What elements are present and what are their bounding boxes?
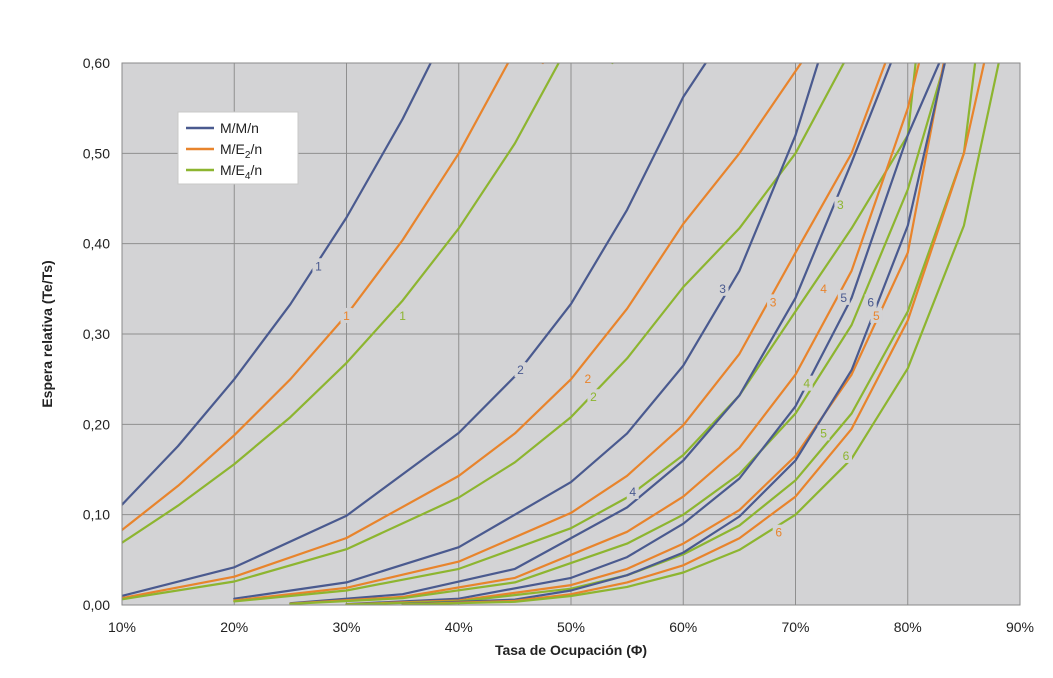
x-tick-label: 10%	[108, 619, 136, 635]
curve-label-bg	[837, 289, 850, 305]
curve-label: 4	[820, 282, 827, 296]
series-line-m-m-n-n6	[401, 63, 946, 605]
legend-label-main: M/M/n	[220, 120, 259, 136]
curve-label-bg	[817, 280, 830, 296]
legend: M/M/nM/E2/nM/E4/n	[177, 111, 299, 185]
series-line-m-e4-n-n4	[289, 63, 946, 605]
curve-label-bg	[626, 484, 639, 500]
y-tick-label: 0,40	[83, 236, 110, 252]
x-tick-label: 80%	[894, 619, 922, 635]
curve-label: 5	[840, 291, 847, 305]
series-line-m-e4-n-n6	[401, 63, 1000, 605]
curve-label: 1	[399, 309, 406, 323]
y-tick-labels: 0,00 0,10 0,20 0,30 0,40 0,50 0,60	[83, 55, 110, 613]
x-tick-label: 60%	[669, 619, 697, 635]
x-tick-label: 30%	[332, 619, 360, 635]
x-tick-labels: 10% 20% 30% 40% 50% 60% 70% 80% 90%	[108, 619, 1034, 635]
curve-label: 2	[584, 372, 591, 386]
curve-label-bg	[800, 375, 813, 391]
series-line-m-m-n-n1	[122, 63, 432, 506]
legend-label-sub: 4	[245, 171, 251, 182]
x-tick-label: 90%	[1006, 619, 1034, 635]
series-line-m-m-n-n3	[233, 63, 820, 600]
curve-label-bg	[581, 371, 594, 387]
curve-label-bg	[870, 307, 883, 323]
y-tick-label: 0,30	[83, 326, 110, 342]
curve-label-bg	[396, 307, 409, 323]
curve-label: 4	[803, 377, 810, 391]
curve-label: 6	[843, 449, 850, 463]
curve-label: 6	[775, 526, 782, 540]
curve-label: 2	[517, 363, 524, 377]
curve-label: 2	[590, 390, 597, 404]
curve-label: 3	[837, 198, 844, 212]
curve-label-bg	[716, 280, 729, 296]
curve-label: 5	[873, 309, 880, 323]
series-line-m-e2-n-n3	[233, 63, 887, 602]
y-tick-label: 0,50	[83, 145, 110, 161]
series-line-m-e4-n-n2	[122, 63, 845, 601]
y-tick-label: 0,10	[83, 507, 110, 523]
legend-label: M/M/n	[220, 120, 259, 136]
series-line-m-e4-n-n3	[233, 63, 917, 603]
legend-label-main: M/E	[220, 141, 245, 157]
x-tick-label: 50%	[557, 619, 585, 635]
legend-label-sub: 2	[245, 150, 251, 161]
curve-label: 3	[719, 282, 726, 296]
series-line-m-m-n-n5	[345, 63, 941, 605]
curve-label: 6	[867, 295, 874, 309]
curve-label-bg	[312, 258, 325, 274]
curve-label-bg	[864, 294, 877, 310]
legend-label-after: /n	[250, 141, 262, 157]
curve-label-bg	[340, 307, 353, 323]
curve-label-bg	[772, 524, 785, 540]
series-line-m-e2-n-n4	[289, 63, 921, 605]
curve-label-bg	[817, 425, 830, 441]
series-line-m-e2-n-n6	[401, 63, 986, 605]
curve-label: 3	[770, 295, 777, 309]
y-tick-label: 0,00	[83, 597, 110, 613]
y-tick-label: 0,20	[83, 416, 110, 432]
x-tick-label: 70%	[781, 619, 809, 635]
curve-label-bg	[587, 389, 600, 405]
y-tick-label: 0,60	[83, 55, 110, 71]
legend-label: M/E2/n	[220, 141, 262, 161]
legend-label: M/E4/n	[220, 162, 262, 182]
x-tick-label: 40%	[445, 619, 473, 635]
series-layer	[122, 63, 1000, 605]
plot-frame	[121, 62, 1021, 606]
legend-label-main: M/E	[220, 162, 245, 178]
legend-label-after: /n	[250, 162, 262, 178]
curve-label: 1	[315, 259, 322, 273]
curve-label-bg	[840, 447, 853, 463]
curve-label-bg	[767, 294, 780, 310]
curve-label: 5	[820, 426, 827, 440]
x-tick-label: 20%	[220, 619, 248, 635]
series-line-m-e2-n-n2	[122, 63, 803, 600]
x-axis-title: Tasa de Ocupación (Φ)	[495, 642, 647, 658]
curve-label: 1	[343, 309, 350, 323]
y-axis-title: Espera relativa (Te/Ts)	[39, 260, 55, 407]
curve-label-bg	[834, 196, 847, 212]
series-line-m-m-n-n4	[289, 63, 893, 605]
series-line-m-e4-n-n5	[345, 63, 977, 605]
curve-label: 4	[629, 485, 636, 499]
curve-label-bg	[514, 362, 527, 378]
series-line-m-e4-n-n1	[122, 63, 614, 544]
